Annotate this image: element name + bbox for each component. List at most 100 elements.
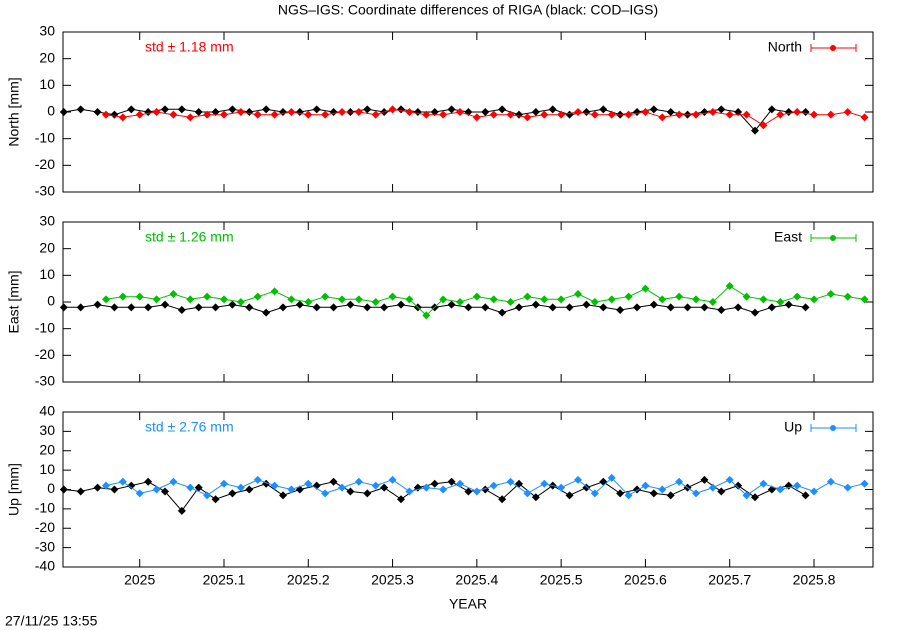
y-tick-label: 10 (39, 76, 55, 92)
data-point (506, 110, 515, 119)
data-point (219, 295, 228, 304)
data-point (93, 300, 102, 309)
data-point (439, 110, 448, 119)
data-point (616, 306, 625, 314)
data-point (388, 475, 397, 484)
data-point (565, 110, 574, 119)
data-point (93, 108, 102, 116)
data-point (624, 292, 633, 301)
data-point (809, 295, 818, 304)
data-point (750, 308, 759, 317)
data-point (278, 108, 287, 116)
data-point (270, 110, 279, 119)
data-point (826, 110, 835, 119)
data-point (203, 292, 212, 301)
data-point (194, 483, 203, 492)
legend-marker (830, 45, 836, 51)
data-point (616, 489, 625, 498)
data-point (354, 295, 363, 304)
data-point (110, 303, 119, 312)
data-point (632, 303, 641, 312)
data-point (236, 483, 245, 492)
y-tick-label: -30 (35, 373, 55, 389)
data-point (523, 113, 532, 122)
data-point (430, 479, 439, 488)
data-point (295, 300, 304, 309)
data-point (363, 303, 372, 312)
data-point (144, 108, 153, 116)
data-point (405, 295, 414, 304)
data-point (641, 481, 650, 490)
data-point (540, 110, 549, 119)
data-point (776, 110, 785, 119)
data-point (759, 295, 768, 304)
data-point (245, 485, 254, 494)
data-point (700, 303, 709, 312)
data-point (439, 485, 448, 494)
series-line (105, 108, 865, 126)
x-tick-label: 2025.5 (540, 572, 583, 588)
data-point (152, 485, 161, 494)
data-point (354, 108, 363, 116)
data-point (734, 303, 743, 312)
data-point (144, 477, 153, 486)
data-point (784, 300, 793, 309)
data-point (759, 479, 768, 488)
data-point (59, 303, 68, 312)
x-axis-label: YEAR (449, 596, 487, 612)
data-point (860, 113, 869, 122)
data-point (371, 481, 380, 490)
data-point (717, 105, 726, 114)
data-point (717, 487, 726, 496)
data-point (632, 108, 641, 116)
data-point (396, 300, 405, 309)
data-point (725, 475, 734, 484)
data-point (843, 483, 852, 492)
data-point (691, 489, 700, 498)
data-point (101, 110, 110, 119)
data-point (312, 303, 321, 312)
x-tick-label: 2025.2 (287, 572, 330, 588)
data-point (160, 105, 169, 114)
data-point (498, 495, 507, 504)
data-point (565, 303, 574, 312)
data-point (236, 298, 245, 306)
data-point (548, 303, 557, 312)
data-point (809, 487, 818, 496)
data-point (624, 491, 633, 500)
data-point (649, 105, 658, 114)
data-point (186, 113, 195, 122)
data-point (169, 477, 178, 486)
data-point (76, 105, 85, 114)
data-point (590, 110, 599, 119)
data-point (666, 491, 675, 500)
x-tick-label: 2025.4 (455, 572, 498, 588)
data-point (363, 105, 372, 114)
data-point (717, 306, 726, 314)
data-point (725, 282, 734, 290)
data-point (843, 292, 852, 301)
data-point (152, 108, 161, 116)
legend-label: East (774, 229, 802, 245)
data-point (793, 481, 802, 490)
data-point (472, 113, 481, 122)
data-point (262, 105, 271, 114)
annotation: std ± 2.76 mm (145, 419, 234, 435)
data-point (691, 295, 700, 304)
data-point (666, 303, 675, 312)
data-point (700, 108, 709, 116)
data-point (658, 113, 667, 122)
data-point (464, 487, 473, 496)
data-point (700, 475, 709, 484)
data-point (599, 477, 608, 486)
x-tick-label: 2025.8 (793, 572, 836, 588)
data-point (337, 108, 346, 116)
data-point (675, 110, 684, 119)
data-point (708, 108, 717, 116)
data-point (565, 491, 574, 500)
data-point (506, 298, 515, 306)
data-point (135, 292, 144, 301)
data-point (346, 300, 355, 309)
data-point (186, 295, 195, 304)
